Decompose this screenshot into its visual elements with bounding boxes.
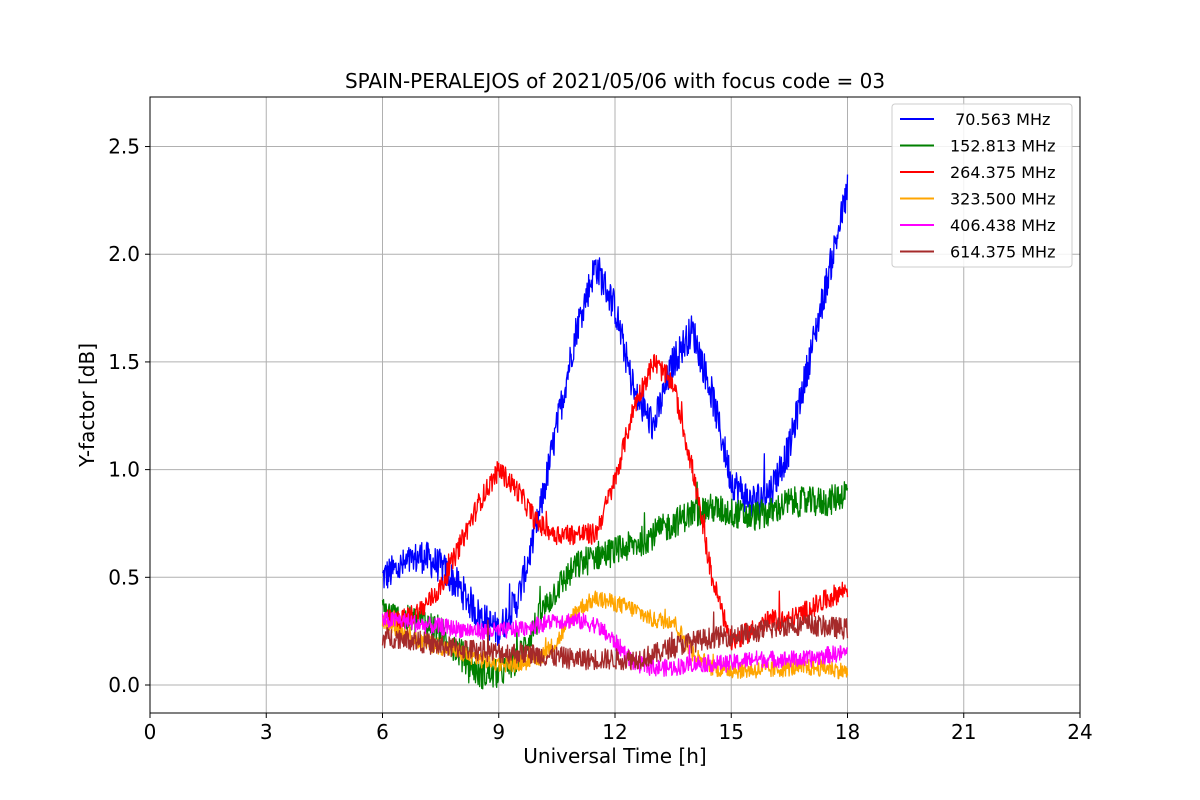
x-tick-label: 21 [951, 720, 976, 744]
legend-label-3: 323.500 MHz [950, 190, 1055, 209]
x-axis-label: Universal Time [h] [523, 744, 706, 768]
series-line-4 [381, 611, 849, 677]
legend-label-2: 264.375 MHz [950, 163, 1055, 182]
x-tick-label: 24 [1067, 720, 1092, 744]
series-line-2 [381, 353, 849, 651]
y-tick-label: 1.5 [108, 350, 140, 374]
y-tick-label: 1.0 [108, 458, 140, 482]
series-layer [381, 174, 849, 690]
x-tick-label: 18 [835, 720, 860, 744]
y-tick-label: 2.0 [108, 242, 140, 266]
y-axis-label: Y-factor [dB] [75, 343, 99, 468]
series-line-5 [381, 611, 849, 671]
legend-label-4: 406.438 MHz [950, 216, 1055, 235]
y-tick-label: 2.5 [108, 135, 140, 159]
legend-label-0: 70.563 MHz [950, 110, 1050, 129]
y-tick-label: 0.5 [108, 565, 140, 589]
y-tick-label: 0.0 [108, 673, 140, 697]
x-tick-label: 3 [260, 720, 273, 744]
x-tick-label: 12 [602, 720, 627, 744]
legend-box [891, 103, 1073, 268]
legend-label-5: 614.375 MHz [950, 243, 1055, 262]
tick-labels: 0 3 6 9 12 15 18 21 24 0.0 0.5 1.0 1.5 2.0 2.5 [108, 135, 1093, 744]
ticks [145, 146, 1081, 718]
x-tick-label: 9 [492, 720, 505, 744]
legend: 70.563 MHz 152.813 MHz 264.375 MHz 323.500 … [891, 103, 1073, 268]
x-tick-label: 15 [719, 720, 744, 744]
x-tick-label: 0 [144, 720, 157, 744]
legend-label-1: 152.813 MHz [950, 137, 1055, 156]
x-tick-label: 6 [376, 720, 389, 744]
chart-title: SPAIN-PERALEJOS of 2021/05/06 with focus… [345, 69, 885, 93]
